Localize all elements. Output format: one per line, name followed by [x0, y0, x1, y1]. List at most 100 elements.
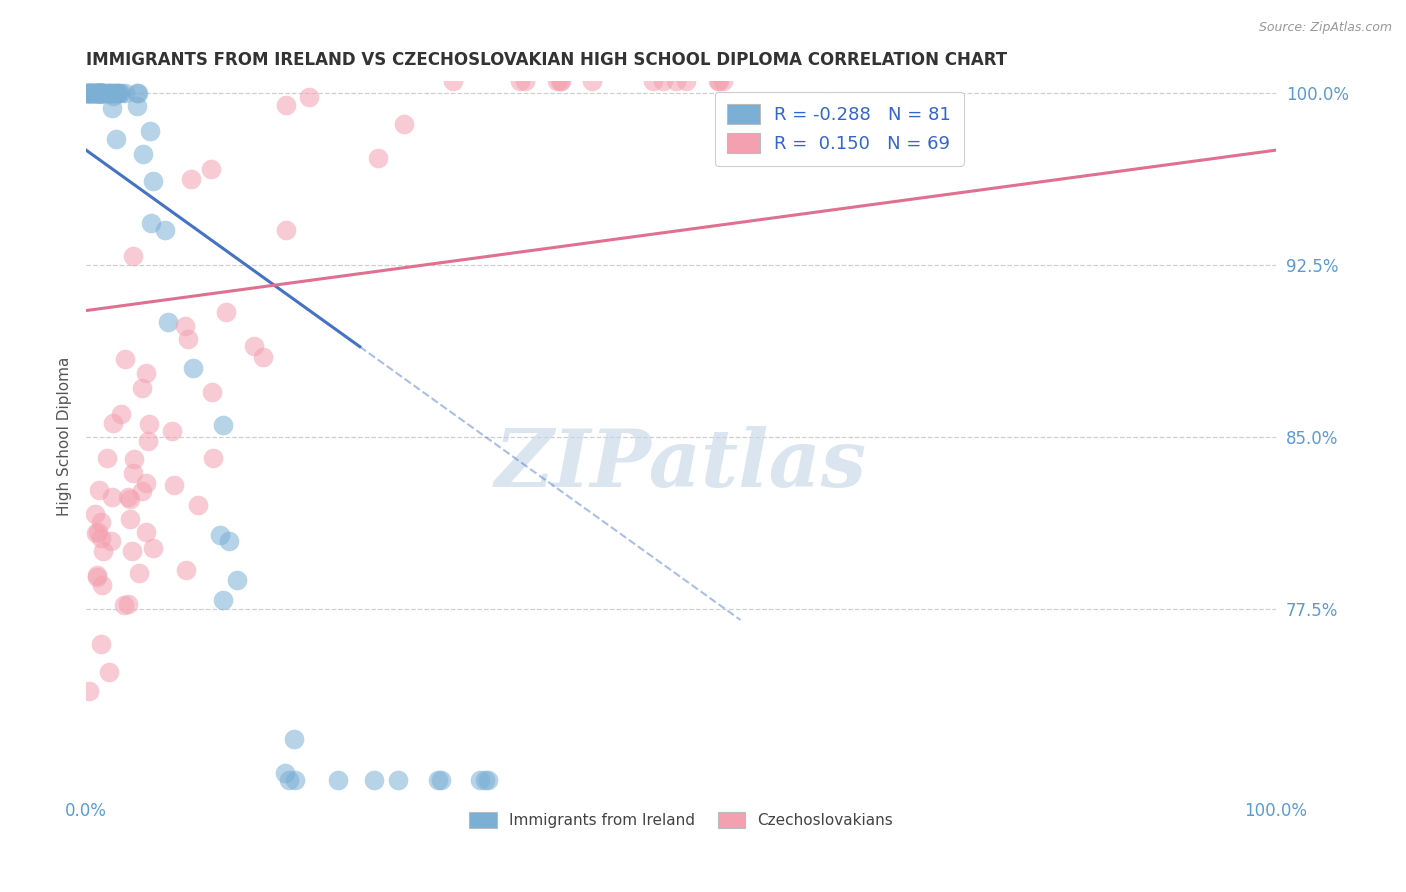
Point	[643, 74, 665, 88]
Point	[110, 407, 132, 421]
Point	[138, 417, 160, 431]
Point	[87, 86, 110, 100]
Point	[208, 528, 231, 542]
Point	[79, 86, 101, 100]
Point	[91, 86, 114, 100]
Point	[135, 525, 157, 540]
Point	[97, 665, 120, 679]
Point	[84, 86, 107, 100]
Point	[87, 86, 110, 100]
Point	[87, 86, 110, 100]
Point	[89, 86, 111, 100]
Point	[89, 86, 111, 100]
Point	[212, 592, 235, 607]
Legend: Immigrants from Ireland, Czechoslovakians: Immigrants from Ireland, Czechoslovakian…	[463, 805, 900, 834]
Point	[86, 86, 108, 100]
Point	[711, 74, 734, 88]
Point	[548, 74, 571, 88]
Point	[363, 773, 385, 788]
Point	[581, 74, 603, 88]
Point	[101, 416, 124, 430]
Point	[83, 86, 105, 100]
Point	[127, 86, 149, 100]
Point	[218, 533, 240, 548]
Point	[136, 434, 159, 449]
Point	[215, 304, 238, 318]
Point	[546, 74, 568, 88]
Point	[156, 315, 179, 329]
Point	[707, 74, 730, 88]
Point	[77, 683, 100, 698]
Point	[114, 351, 136, 366]
Point	[470, 773, 492, 788]
Point	[276, 98, 298, 112]
Point	[125, 99, 148, 113]
Text: Source: ZipAtlas.com: Source: ZipAtlas.com	[1258, 21, 1392, 34]
Point	[128, 566, 150, 580]
Point	[326, 773, 349, 788]
Point	[87, 524, 110, 539]
Point	[100, 86, 122, 100]
Point	[201, 385, 224, 400]
Point	[122, 452, 145, 467]
Point	[80, 86, 103, 100]
Point	[139, 216, 162, 230]
Point	[75, 86, 97, 100]
Point	[117, 597, 139, 611]
Text: ZIPatlas: ZIPatlas	[495, 426, 868, 504]
Point	[131, 381, 153, 395]
Point	[103, 86, 125, 100]
Point	[163, 477, 186, 491]
Point	[91, 544, 114, 558]
Point	[93, 86, 115, 100]
Point	[90, 531, 112, 545]
Point	[297, 89, 319, 103]
Point	[104, 86, 127, 100]
Point	[153, 222, 176, 236]
Point	[100, 533, 122, 548]
Point	[82, 86, 104, 100]
Point	[252, 351, 274, 365]
Point	[82, 86, 104, 100]
Point	[84, 86, 107, 100]
Point	[80, 86, 103, 100]
Point	[112, 598, 135, 612]
Point	[87, 86, 110, 100]
Point	[100, 101, 122, 115]
Point	[162, 424, 184, 438]
Point	[84, 507, 107, 521]
Point	[121, 544, 143, 558]
Point	[392, 117, 415, 131]
Point	[86, 86, 108, 100]
Point	[101, 490, 124, 504]
Y-axis label: High School Diploma: High School Diploma	[58, 357, 72, 516]
Point	[90, 86, 112, 100]
Point	[121, 466, 143, 480]
Point	[387, 773, 409, 788]
Point	[87, 86, 110, 100]
Point	[91, 86, 114, 100]
Point	[174, 563, 197, 577]
Point	[274, 223, 297, 237]
Point	[97, 86, 120, 100]
Point	[91, 577, 114, 591]
Point	[86, 568, 108, 582]
Point	[77, 86, 100, 100]
Point	[77, 86, 100, 100]
Point	[509, 74, 531, 88]
Point	[173, 318, 195, 333]
Point	[107, 86, 129, 100]
Point	[86, 570, 108, 584]
Point	[707, 74, 730, 88]
Point	[132, 147, 155, 161]
Point	[367, 152, 389, 166]
Point	[181, 361, 204, 376]
Point	[90, 515, 112, 529]
Point	[82, 86, 104, 100]
Point	[118, 512, 141, 526]
Point	[477, 773, 499, 788]
Point	[108, 86, 131, 100]
Point	[430, 773, 453, 788]
Point	[283, 773, 305, 788]
Point	[283, 732, 305, 747]
